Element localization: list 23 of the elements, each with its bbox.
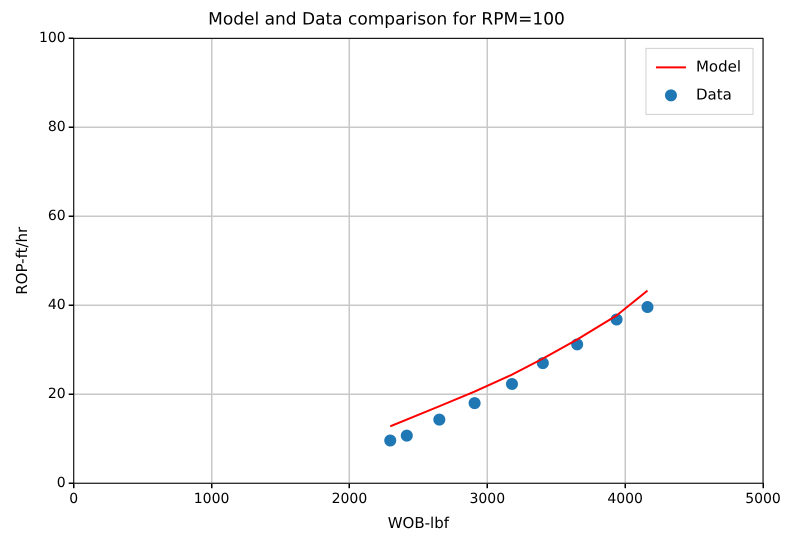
- point: [433, 414, 446, 426]
- x-tick-label: 3000: [469, 491, 506, 508]
- y-tick-label: 40: [48, 296, 66, 313]
- point: [506, 378, 518, 390]
- y-tick-label: 100: [38, 30, 66, 46]
- chart-title: Model and Data comparison for RPM=100: [208, 10, 565, 30]
- y-tick-label: 60: [48, 208, 66, 224]
- x-tick-label: 1000: [194, 491, 230, 508]
- y-axis-title: ROP-ft/hr: [12, 226, 31, 295]
- x-tick-label: 4000: [607, 491, 643, 508]
- legend-label: Data: [696, 85, 732, 104]
- x-tick-label: 5000: [745, 491, 781, 508]
- legend-label: Model: [696, 57, 742, 76]
- x-tick-label: 0: [69, 491, 78, 508]
- point: [400, 430, 413, 442]
- y-tick-label: 20: [48, 386, 66, 402]
- x-tick-label: 2000: [332, 491, 368, 508]
- point: [468, 397, 481, 410]
- y-tick-label: 0: [56, 474, 66, 491]
- y-tick-label: 80: [48, 119, 66, 135]
- point: [384, 434, 396, 446]
- point: [641, 301, 654, 314]
- x-axis-title: WOB-lbf: [388, 514, 450, 532]
